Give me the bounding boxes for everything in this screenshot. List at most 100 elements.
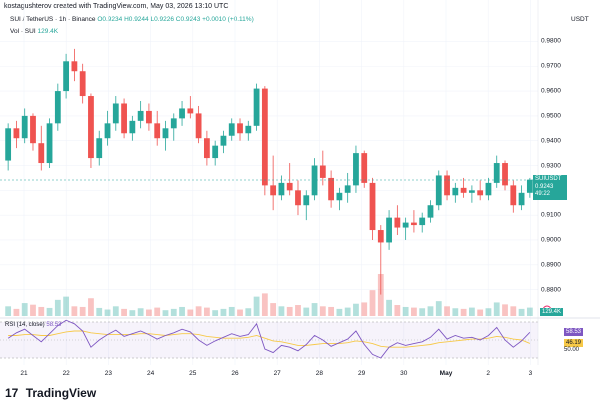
candle-body (452, 187, 459, 196)
price-tick-label: 0.9700 (541, 62, 561, 70)
volume-bar (303, 307, 310, 316)
volume-bar (402, 306, 409, 316)
time-tick-label: 22 (62, 370, 70, 377)
volume-bar (104, 309, 111, 316)
candle-body (237, 123, 243, 134)
price-tick-label: 0.9100 (541, 211, 561, 219)
rsi-level-mid: 50.00 (564, 347, 580, 353)
volume-legend[interactable]: Vol · SUI 129.4K (10, 28, 58, 35)
candle-body (228, 123, 235, 136)
candle-body (13, 128, 20, 139)
candle-body (427, 205, 434, 218)
symbol-name: SUI / TetherUS · 1h · Binance (10, 16, 96, 23)
volume-bar (319, 306, 326, 316)
volume-bar (361, 302, 368, 316)
price-tick-label: 0.9500 (541, 112, 561, 120)
candle-body (21, 115, 28, 139)
volume-bar (179, 306, 185, 316)
volume-bar (278, 306, 285, 316)
candle-body (394, 217, 401, 228)
ohlc-change: +0.0010 (+0.11%) (202, 16, 254, 23)
volume-bar (13, 308, 20, 316)
volume-bar (38, 306, 45, 316)
time-tick-label: 3 (528, 370, 533, 377)
volume-bar (170, 308, 177, 316)
candle-body (179, 108, 185, 119)
volume-bar (369, 290, 376, 316)
candle-body (5, 128, 12, 161)
candle-body (162, 128, 169, 139)
volume-bar (427, 306, 434, 316)
volume-bar (162, 310, 169, 316)
ohlc-low: L0.9226 (150, 16, 174, 23)
last-price-symbol: SUIUSDT (535, 176, 562, 182)
rsi-legend[interactable]: RSI (14, close) 58.53 (5, 322, 61, 328)
price-tick-label: 0.8800 (541, 286, 561, 294)
volume-bar (377, 274, 384, 316)
candle-body (369, 182, 376, 231)
volume-bar (485, 308, 492, 316)
volume-bar (394, 305, 401, 316)
volume-bar (460, 308, 467, 316)
candle-body (444, 175, 450, 196)
volume-label: Vol · SUI (10, 28, 36, 35)
candle-body (526, 179, 533, 193)
candle-body (71, 61, 78, 72)
candle-body (402, 222, 409, 228)
rsi-ma-line (8, 330, 531, 348)
candle-body (212, 145, 219, 159)
candle-body (79, 71, 86, 97)
volume-bar (79, 306, 86, 316)
volume-bar (5, 306, 12, 316)
price-tick-label: 0.8900 (541, 261, 561, 269)
volume-bar (419, 308, 426, 316)
candle-body (311, 165, 318, 196)
volume-bar (353, 303, 359, 316)
volume-bar (386, 299, 392, 316)
volume-bar (154, 307, 161, 316)
volume-bar (502, 304, 508, 316)
candle-body (411, 222, 417, 226)
candle-body (510, 185, 517, 206)
candle-body (203, 138, 210, 159)
volume-bar (121, 308, 127, 316)
tradingview-brand[interactable]: 17 TradingView (5, 386, 96, 400)
volume-bar (21, 303, 28, 316)
volume-bar (286, 306, 293, 316)
volume-bar (46, 307, 53, 316)
volume-bar (510, 306, 517, 316)
rsi-ma-badge: 46.19 (564, 339, 584, 347)
candle-body (518, 192, 525, 206)
candle-body (187, 108, 194, 114)
volume-bar (261, 293, 268, 316)
candle-body (253, 88, 260, 126)
time-tick-label: 30 (400, 370, 408, 377)
candle-body (245, 125, 252, 134)
last-price-value: 0.9243 (535, 183, 554, 190)
candle-body (303, 195, 310, 206)
volume-bar (71, 306, 78, 316)
header-credit: kostagushterov created with TradingView.… (4, 3, 229, 10)
time-tick-label: 24 (146, 370, 155, 377)
candle-body (502, 163, 508, 186)
volume-bar (295, 305, 301, 316)
time-tick-label: 28 (315, 370, 324, 377)
candle-body (88, 96, 94, 159)
symbol-legend[interactable]: SUI / TetherUS · 1h · Binance O0.9234 H0… (10, 16, 254, 23)
volume-bar (54, 299, 61, 316)
volume-bar (129, 310, 136, 316)
volume-bar (203, 307, 210, 316)
candle-body (485, 182, 492, 196)
volume-bar (526, 307, 533, 316)
candle-body (295, 190, 301, 206)
candle-body (104, 123, 111, 139)
time-tick-label: 23 (104, 370, 113, 377)
volume-bar (187, 309, 194, 316)
candle-body (54, 91, 61, 124)
volume-bars (5, 274, 533, 316)
candle-body (344, 185, 351, 193)
axis-currency-label[interactable]: USDT (571, 16, 589, 23)
ohlc-high: H0.9244 (124, 16, 149, 23)
candle-body (377, 230, 384, 243)
